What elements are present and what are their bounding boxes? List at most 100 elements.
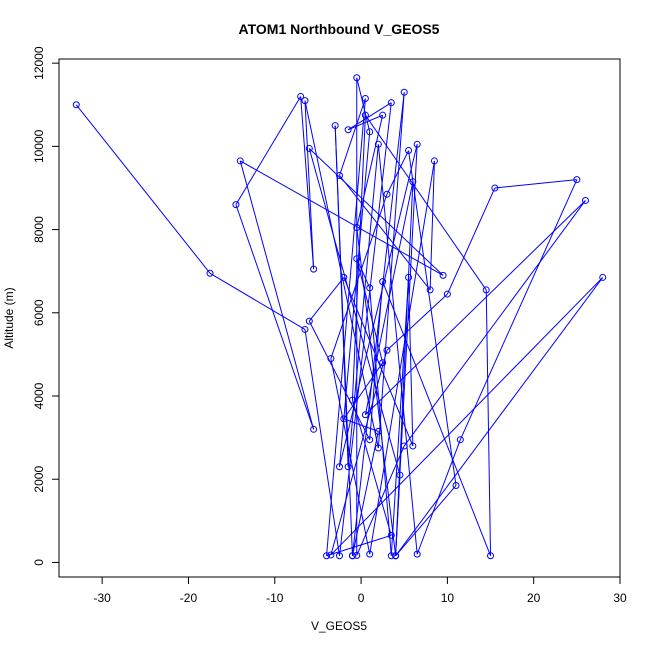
series-segment bbox=[304, 329, 340, 556]
data-point bbox=[366, 128, 374, 136]
data-point bbox=[387, 552, 395, 560]
data-point bbox=[413, 550, 421, 558]
data-point bbox=[452, 481, 460, 489]
y-tick-label: 12000 bbox=[32, 46, 46, 80]
data-point bbox=[430, 157, 438, 165]
data-point bbox=[456, 436, 464, 444]
series-segment bbox=[369, 287, 392, 556]
series-segment bbox=[416, 439, 461, 555]
data-point bbox=[340, 273, 348, 281]
data-point bbox=[443, 290, 451, 298]
data-point bbox=[374, 140, 382, 148]
series-segment bbox=[347, 102, 392, 131]
y-tick-label: 0 bbox=[32, 559, 46, 566]
series-segment bbox=[347, 144, 379, 467]
series-segment bbox=[235, 204, 315, 430]
y-tick-label: 2000 bbox=[32, 466, 46, 493]
data-point bbox=[405, 273, 413, 281]
series-segment bbox=[330, 277, 604, 556]
data-point bbox=[353, 224, 361, 232]
series-segment bbox=[395, 181, 414, 556]
series-segment bbox=[343, 277, 414, 447]
data-point bbox=[323, 552, 331, 560]
data-point bbox=[327, 551, 335, 559]
y-tick-label: 8000 bbox=[32, 216, 46, 243]
series-segment bbox=[356, 445, 405, 556]
series-segment bbox=[429, 160, 435, 290]
data-point bbox=[361, 411, 369, 419]
x-tick-label: -10 bbox=[266, 591, 284, 605]
series-segment bbox=[308, 320, 371, 440]
series-segment bbox=[395, 485, 457, 557]
data-point bbox=[374, 427, 382, 435]
series-segment bbox=[377, 92, 405, 449]
data-point bbox=[331, 122, 339, 130]
data-point bbox=[409, 442, 417, 450]
series-segment bbox=[330, 358, 371, 555]
series-segment bbox=[326, 98, 366, 556]
data-point bbox=[297, 92, 305, 100]
data-point bbox=[344, 126, 352, 134]
data-point bbox=[413, 140, 421, 148]
series-segment bbox=[485, 289, 492, 556]
data-point bbox=[491, 184, 499, 192]
series-segment bbox=[446, 187, 496, 295]
data-point bbox=[387, 99, 395, 107]
data-point bbox=[348, 552, 356, 560]
data-point bbox=[348, 396, 356, 404]
data-point bbox=[305, 317, 313, 325]
data-point bbox=[344, 463, 352, 471]
x-tick-label: 20 bbox=[527, 591, 541, 605]
data-point bbox=[305, 144, 313, 152]
x-axis-label: V_GEOS5 bbox=[311, 619, 367, 633]
data-point bbox=[409, 178, 417, 186]
y-tick-label: 6000 bbox=[32, 299, 46, 326]
series-segment bbox=[356, 258, 384, 363]
data-point bbox=[336, 171, 343, 179]
data-point bbox=[336, 552, 343, 560]
series-segment bbox=[369, 281, 384, 440]
data-point bbox=[310, 425, 318, 433]
y-tick-label: 4000 bbox=[32, 382, 46, 409]
series-segment bbox=[395, 277, 604, 557]
data-point bbox=[379, 359, 387, 367]
data-point bbox=[396, 471, 404, 479]
series-segment bbox=[408, 277, 414, 446]
series-segment bbox=[351, 400, 392, 536]
series-segment bbox=[304, 100, 315, 270]
x-axis-ticks: -30 -20 -10 0 10 20 30 bbox=[93, 577, 627, 605]
series-segment bbox=[356, 258, 371, 289]
series-segment bbox=[377, 144, 418, 555]
data-point bbox=[366, 550, 374, 558]
data-point bbox=[573, 176, 581, 184]
series-segment bbox=[343, 418, 379, 432]
data-point bbox=[301, 97, 309, 105]
series-segment bbox=[339, 98, 366, 176]
data-point bbox=[232, 201, 240, 209]
x-tick-label: -30 bbox=[93, 591, 111, 605]
data-point bbox=[206, 269, 214, 277]
data-point bbox=[400, 88, 408, 96]
series-segment bbox=[326, 534, 392, 557]
data-point bbox=[599, 273, 607, 281]
series-segment bbox=[235, 96, 302, 205]
series-segment bbox=[364, 114, 487, 291]
series-segment bbox=[369, 160, 435, 555]
data-point bbox=[581, 196, 589, 204]
series-segment bbox=[386, 150, 409, 195]
series-segment bbox=[343, 362, 384, 420]
plot-frame bbox=[58, 58, 621, 578]
data-point bbox=[366, 436, 374, 444]
series-segment bbox=[339, 144, 418, 467]
data-point bbox=[361, 111, 369, 119]
data-point bbox=[353, 551, 361, 559]
series-segment bbox=[390, 277, 410, 556]
data-point bbox=[353, 74, 361, 82]
series-segment bbox=[351, 115, 366, 401]
x-tick-label: -20 bbox=[180, 591, 198, 605]
data-point bbox=[366, 284, 374, 292]
data-point bbox=[439, 271, 447, 279]
data-point bbox=[383, 190, 391, 198]
series-segment bbox=[356, 227, 397, 556]
